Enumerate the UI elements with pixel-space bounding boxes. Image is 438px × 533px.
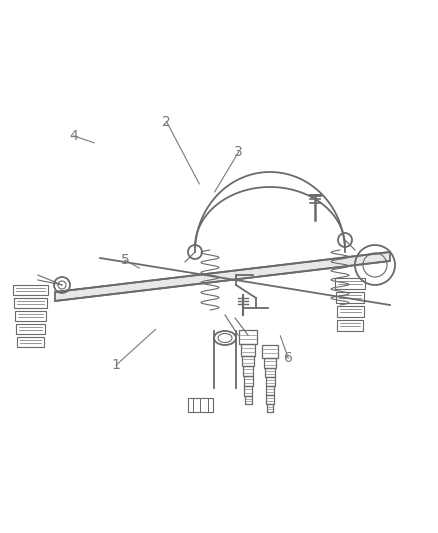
Polygon shape <box>55 252 390 301</box>
Text: 3: 3 <box>234 145 243 159</box>
Text: 2: 2 <box>162 115 171 128</box>
Text: 5: 5 <box>120 253 129 267</box>
Text: 6: 6 <box>284 351 293 365</box>
Text: 1: 1 <box>112 358 120 372</box>
Text: 4: 4 <box>69 129 78 143</box>
